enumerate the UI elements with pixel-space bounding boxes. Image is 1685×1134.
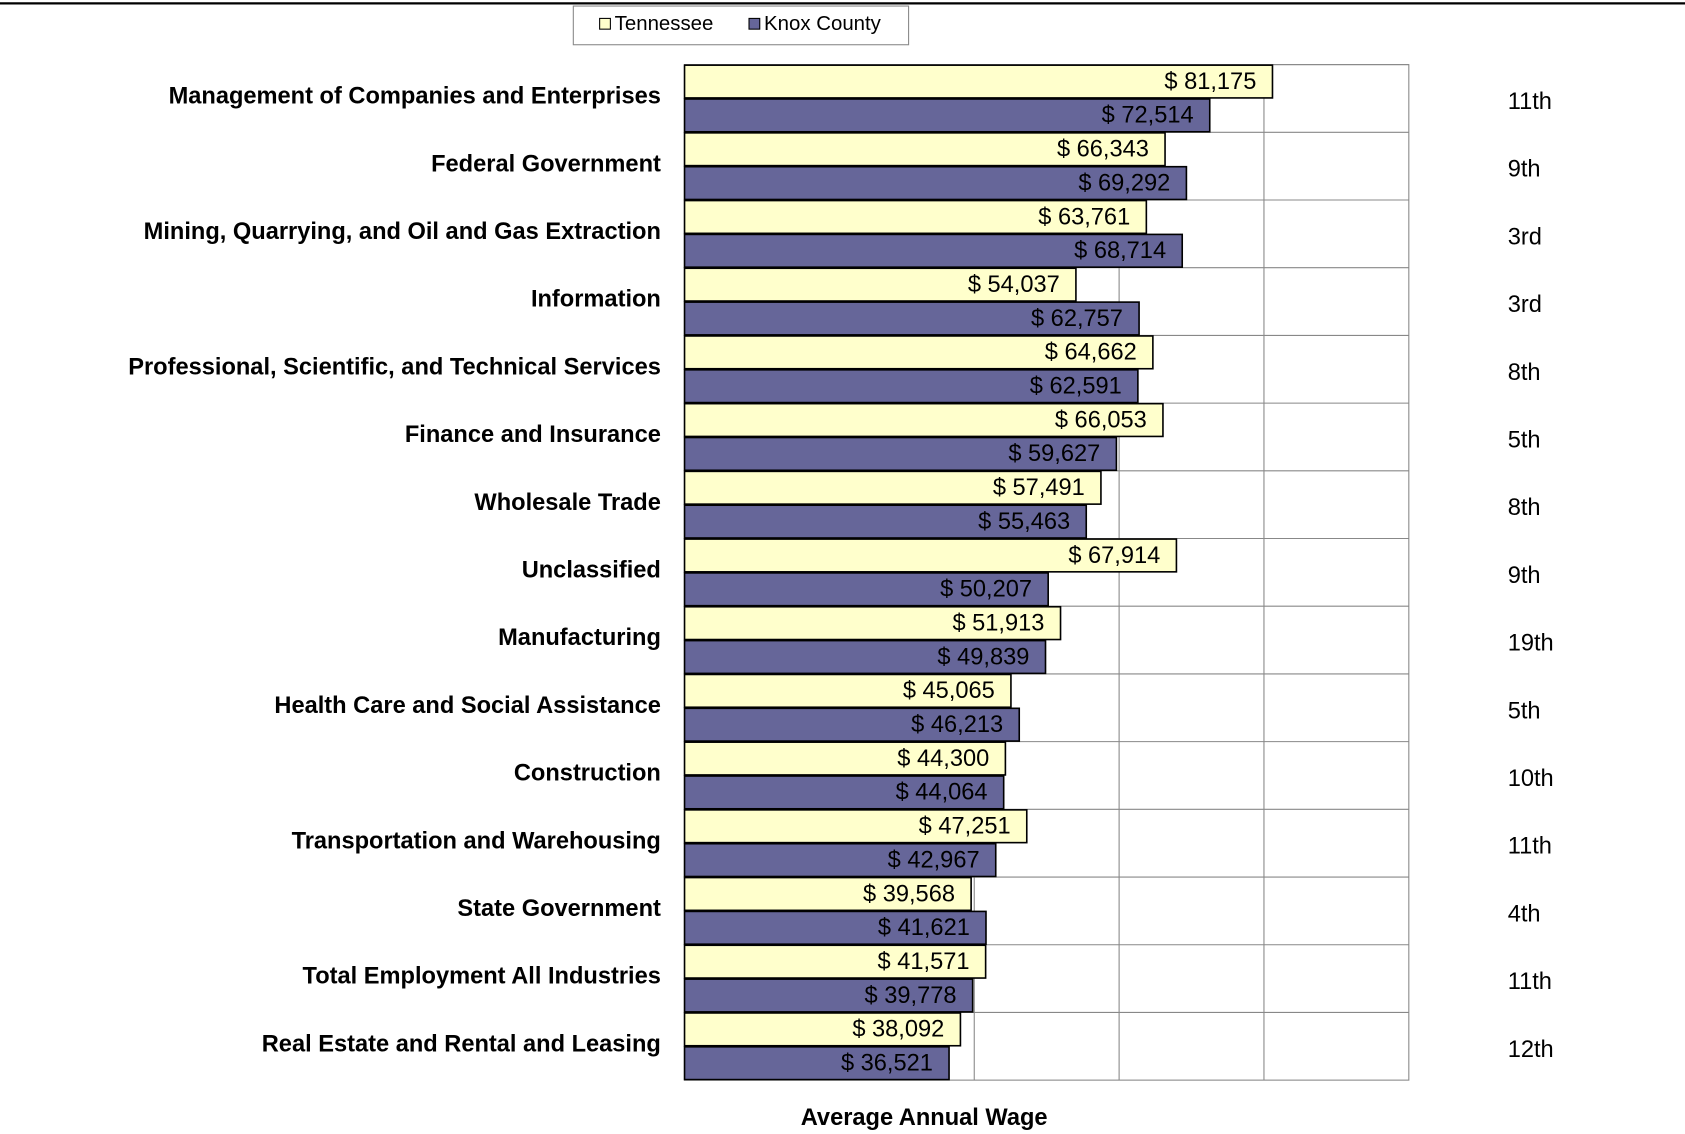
x-axis-label: Average Annual Wage xyxy=(801,1105,1048,1131)
value-label: $ 59,627 xyxy=(1008,441,1100,467)
bar xyxy=(683,707,1021,742)
value-label: $ 62,591 xyxy=(1030,374,1122,400)
value-label: $ 39,778 xyxy=(865,983,957,1009)
bar xyxy=(683,910,987,945)
bar xyxy=(683,267,1077,302)
bar xyxy=(683,98,1211,133)
value-label: $ 50,207 xyxy=(940,577,1032,603)
bar xyxy=(683,402,1164,438)
bar xyxy=(683,199,1148,235)
bar xyxy=(683,741,1007,776)
rank-label: 3rd xyxy=(1508,224,1542,250)
bar xyxy=(683,301,1140,336)
bar xyxy=(683,470,1102,505)
bar xyxy=(683,978,974,1013)
bar xyxy=(683,605,1062,641)
value-label: $ 68,714 xyxy=(1074,238,1166,264)
category-label: Transportation and Warehousing xyxy=(292,828,661,854)
rank-label: 12th xyxy=(1508,1037,1554,1063)
bar xyxy=(683,233,1184,268)
bar xyxy=(683,876,972,912)
bar xyxy=(683,335,1154,370)
rank-label: 4th xyxy=(1508,901,1541,927)
category-label: Mining, Quarrying, and Oil and Gas Extra… xyxy=(144,219,661,245)
category-label: Management of Companies and Enterprises xyxy=(169,84,661,110)
value-label: $ 49,839 xyxy=(937,644,1029,670)
value-label: $ 51,913 xyxy=(952,610,1044,636)
value-label: $ 57,491 xyxy=(993,475,1085,501)
bar xyxy=(683,944,987,979)
bar xyxy=(683,165,1188,201)
bar xyxy=(683,369,1139,404)
bar xyxy=(683,436,1118,472)
value-label: $ 81,175 xyxy=(1164,69,1256,95)
value-label: $ 41,571 xyxy=(878,949,970,975)
category-label: Wholesale Trade xyxy=(474,490,660,516)
legend-swatch xyxy=(748,17,761,30)
category-label: Manufacturing xyxy=(498,625,661,651)
category-label: State Government xyxy=(457,896,661,922)
value-label: $ 66,343 xyxy=(1057,137,1149,163)
category-label: Federal Government xyxy=(431,151,661,177)
value-label: $ 67,914 xyxy=(1068,543,1160,569)
category-label: Construction xyxy=(514,761,661,787)
rank-label: 11th xyxy=(1508,969,1552,995)
value-label: $ 63,761 xyxy=(1038,204,1130,230)
value-label: $ 42,967 xyxy=(888,847,980,873)
rank-label: 5th xyxy=(1508,428,1541,454)
legend-label: Knox County xyxy=(764,13,882,35)
value-label: $ 36,521 xyxy=(841,1051,933,1077)
value-label: $ 47,251 xyxy=(919,814,1011,840)
bar xyxy=(683,775,1005,810)
bar xyxy=(683,504,1088,539)
bar xyxy=(683,64,1274,99)
value-label: $ 55,463 xyxy=(978,509,1070,535)
category-label: Finance and Insurance xyxy=(405,422,661,448)
value-label: $ 41,621 xyxy=(878,915,970,941)
bar xyxy=(683,572,1049,607)
bar xyxy=(683,132,1166,167)
category-label: Unclassified xyxy=(522,558,661,584)
bar xyxy=(683,1046,950,1081)
category-label: Real Estate and Rental and Leasing xyxy=(262,1031,661,1057)
rank-label: 8th xyxy=(1508,360,1541,386)
rank-label: 19th xyxy=(1508,631,1554,657)
rank-label: 3rd xyxy=(1508,292,1542,318)
value-label: $ 46,213 xyxy=(911,712,1003,738)
category-label: Information xyxy=(531,287,661,313)
value-label: $ 64,662 xyxy=(1045,340,1137,366)
value-label: $ 69,292 xyxy=(1078,170,1170,196)
value-label: $ 39,568 xyxy=(863,881,955,907)
value-label: $ 44,064 xyxy=(896,780,988,806)
category-label: Professional, Scientific, and Technical … xyxy=(128,354,661,380)
value-label: $ 54,037 xyxy=(968,272,1060,298)
rank-label: 11th xyxy=(1508,89,1552,115)
rank-label: 9th xyxy=(1508,563,1541,589)
rank-label: 8th xyxy=(1508,495,1541,521)
legend-box xyxy=(572,5,910,46)
value-label: $ 44,300 xyxy=(897,746,989,772)
value-label: $ 62,757 xyxy=(1031,306,1123,332)
bar xyxy=(683,1012,962,1047)
rank-label: 9th xyxy=(1508,157,1541,183)
rank-label: 11th xyxy=(1508,834,1552,860)
legend-label: Tennessee xyxy=(615,13,714,35)
bar xyxy=(683,538,1178,573)
bar xyxy=(683,842,997,878)
bar xyxy=(683,673,1012,709)
bar xyxy=(683,639,1047,675)
rank-label: 10th xyxy=(1508,766,1554,792)
legend-swatch xyxy=(599,17,611,30)
value-label: $ 66,053 xyxy=(1055,407,1147,433)
bar xyxy=(683,809,1028,844)
value-label: $ 38,092 xyxy=(852,1017,944,1043)
category-label: Health Care and Social Assistance xyxy=(274,693,660,719)
value-label: $ 72,514 xyxy=(1102,103,1194,129)
category-label: Total Employment All Industries xyxy=(303,964,661,990)
value-label: $ 45,065 xyxy=(903,678,995,704)
rank-label: 5th xyxy=(1508,698,1541,724)
